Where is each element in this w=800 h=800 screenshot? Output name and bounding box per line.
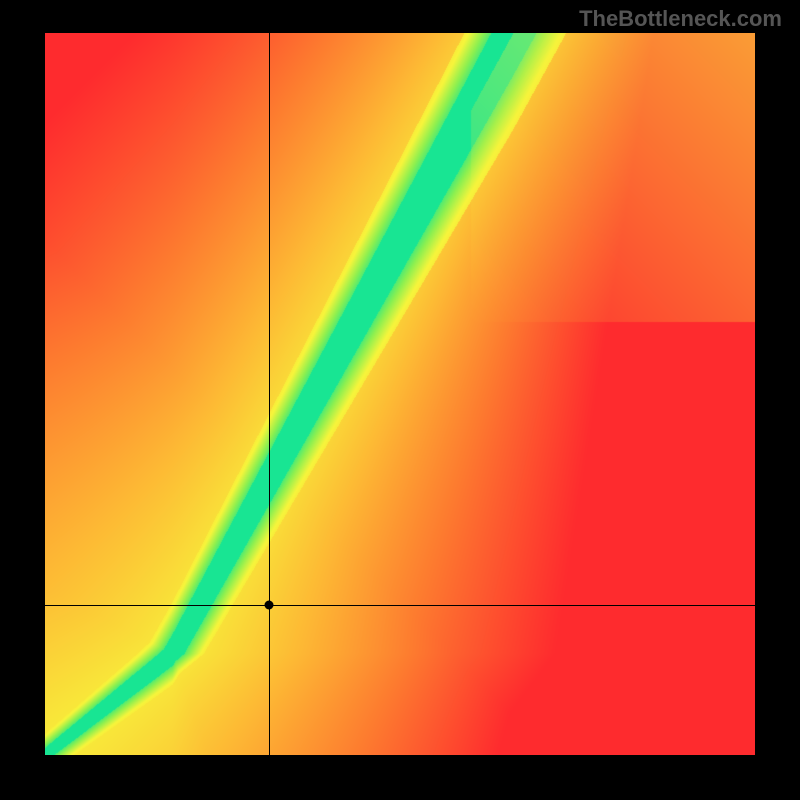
heatmap-canvas <box>45 33 755 755</box>
crosshair-horizontal <box>45 605 755 606</box>
crosshair-vertical <box>269 33 270 755</box>
watermark-text: TheBottleneck.com <box>579 6 782 32</box>
marker-dot <box>264 600 273 609</box>
bottleneck-heatmap <box>45 33 755 755</box>
